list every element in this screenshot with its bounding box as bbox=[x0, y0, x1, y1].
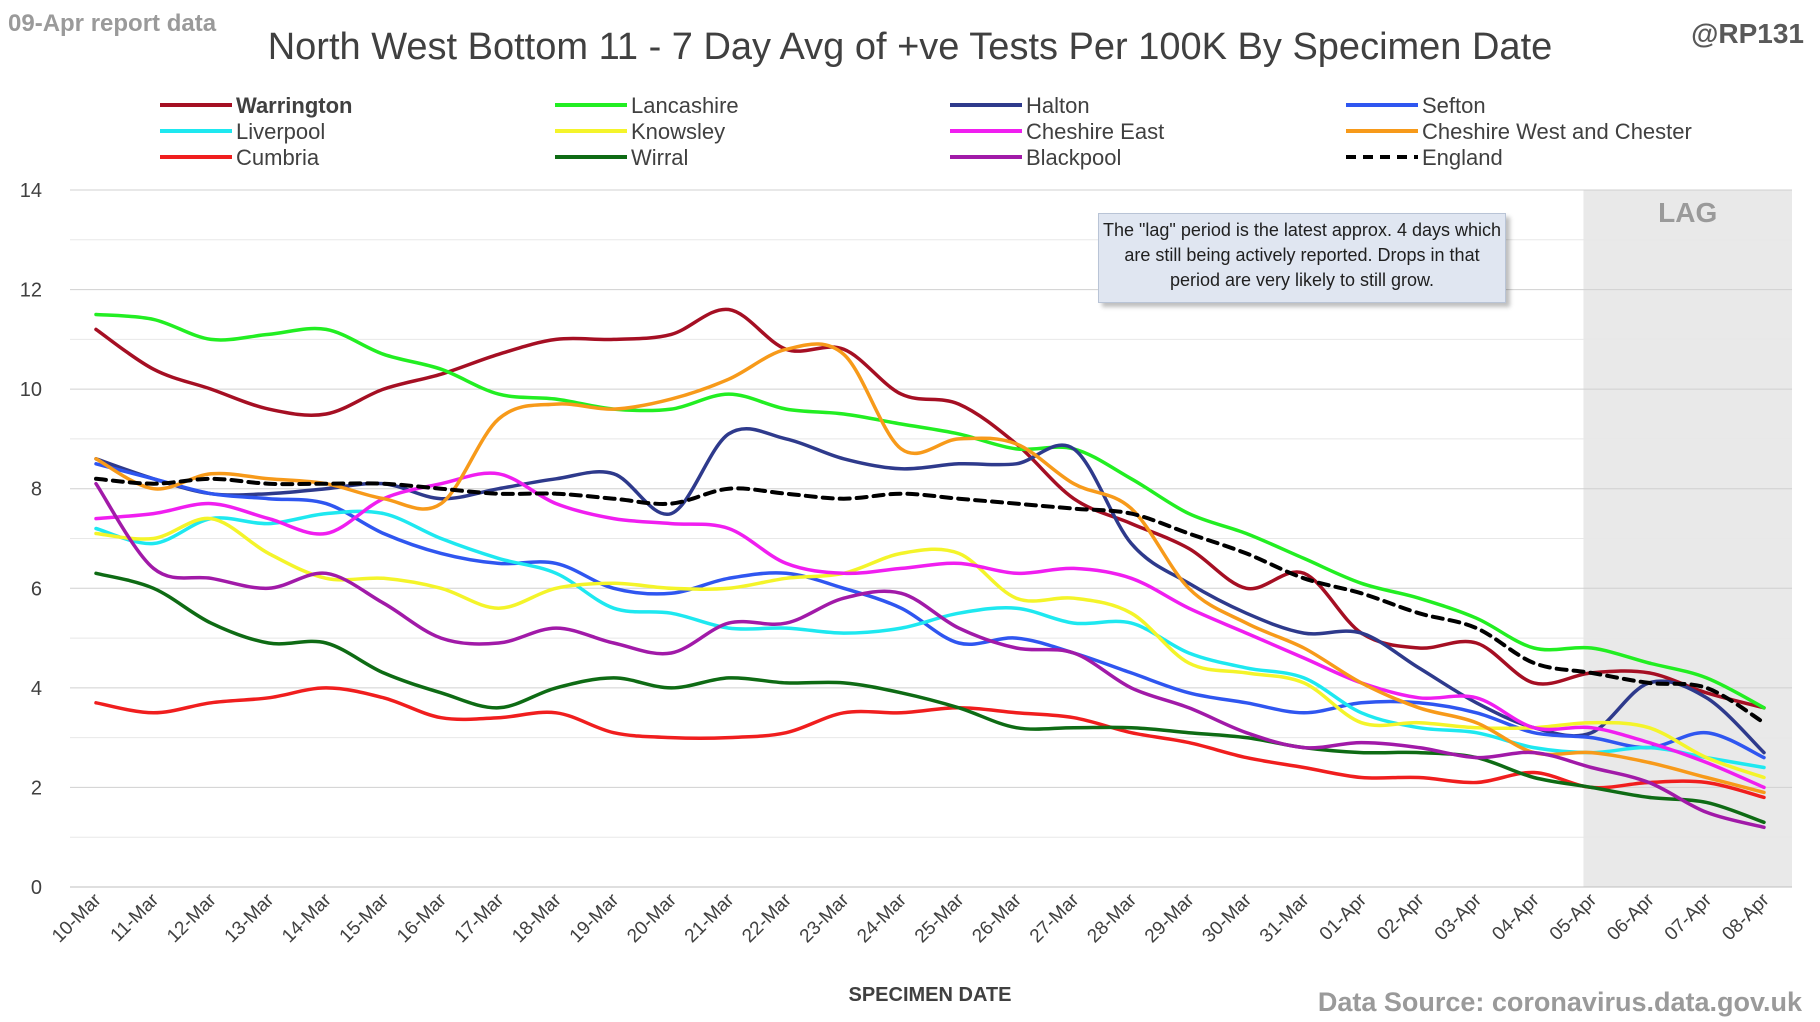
x-axis-ticks: 10-Mar 11-Mar 12-Mar 13-Mar 14-Mar 15-Mar 16-M… bbox=[48, 889, 1774, 947]
y-tick-label: 0 bbox=[31, 877, 42, 899]
y-tick-label: 8 bbox=[31, 479, 42, 501]
x-tick-label: 03-Apr bbox=[1431, 889, 1487, 945]
x-tick-label: 06-Apr bbox=[1603, 889, 1659, 945]
y-tick-label: 12 bbox=[20, 280, 42, 302]
legend-label: Cheshire West and Chester bbox=[1422, 119, 1692, 144]
legend: Warrington Lancashire Halton Sefton Liverpoo… bbox=[160, 93, 1692, 170]
series-line-knowsley bbox=[94, 516, 1766, 780]
lag-note: The "lag" period is the latest approx. 4… bbox=[1098, 213, 1506, 303]
x-tick-label: 30-Mar bbox=[1198, 889, 1256, 947]
x-tick-label: 26-Mar bbox=[968, 889, 1026, 947]
legend-label: Halton bbox=[1026, 93, 1090, 118]
legend-label: Lancashire bbox=[631, 93, 739, 118]
x-tick-label: 12-Mar bbox=[163, 889, 221, 947]
legend-label: Sefton bbox=[1422, 93, 1486, 118]
x-tick-label: 08-Apr bbox=[1718, 889, 1774, 945]
y-tick-label: 6 bbox=[31, 578, 42, 600]
y-tick-label: 2 bbox=[31, 777, 42, 799]
x-tick-label: 15-Mar bbox=[336, 889, 394, 947]
legend-label: England bbox=[1422, 145, 1503, 170]
series-line-blackpool bbox=[94, 481, 1766, 830]
series-line-warrington bbox=[94, 307, 1766, 710]
x-tick-label: 05-Apr bbox=[1546, 889, 1602, 945]
x-tick-label: 27-Mar bbox=[1026, 889, 1084, 947]
legend-label: Liverpool bbox=[236, 119, 325, 144]
legend-label: Cheshire East bbox=[1026, 119, 1164, 144]
series-line-halton bbox=[94, 427, 1766, 755]
series-line-sefton bbox=[94, 462, 1766, 760]
x-tick-label: 14-Mar bbox=[278, 889, 336, 947]
report-date-label: 09-Apr report data bbox=[8, 10, 217, 37]
x-tick-label: 24-Mar bbox=[853, 889, 911, 947]
legend-label: Blackpool bbox=[1026, 145, 1121, 170]
series-line-lancashire bbox=[94, 312, 1766, 710]
x-tick-label: 02-Apr bbox=[1373, 889, 1429, 945]
x-tick-label: 01-Apr bbox=[1316, 889, 1372, 945]
x-tick-label: 17-Mar bbox=[451, 889, 509, 947]
legend-label: Warrington bbox=[236, 93, 353, 118]
x-tick-label: 23-Mar bbox=[796, 889, 854, 947]
legend-label: Knowsley bbox=[631, 119, 725, 144]
x-tick-label: 31-Mar bbox=[1256, 889, 1314, 947]
x-tick-label: 22-Mar bbox=[738, 889, 796, 947]
legend-label: Wirral bbox=[631, 145, 688, 170]
x-tick-label: 29-Mar bbox=[1141, 889, 1199, 947]
legend-label: Cumbria bbox=[236, 145, 320, 170]
x-tick-label: 21-Mar bbox=[681, 889, 739, 947]
data-source: Data Source: coronavirus.data.gov.uk bbox=[1317, 987, 1802, 1017]
series-line-cheshire-east bbox=[94, 471, 1766, 790]
x-tick-label: 28-Mar bbox=[1083, 889, 1141, 947]
x-tick-label: 18-Mar bbox=[508, 889, 566, 947]
lag-label: LAG bbox=[1658, 197, 1717, 228]
y-tick-label: 14 bbox=[20, 180, 42, 202]
y-tick-label: 10 bbox=[20, 379, 42, 401]
x-tick-label: 19-Mar bbox=[566, 889, 624, 947]
x-tick-label: 10-Mar bbox=[48, 889, 106, 947]
series-lines bbox=[94, 307, 1766, 830]
x-tick-label: 07-Apr bbox=[1661, 889, 1717, 945]
x-axis-title: SPECIMEN DATE bbox=[849, 984, 1012, 1006]
x-tick-label: 13-Mar bbox=[221, 889, 279, 947]
x-tick-label: 11-Mar bbox=[107, 889, 164, 946]
author-handle: @RP131 bbox=[1691, 18, 1804, 49]
x-tick-label: 04-Apr bbox=[1488, 889, 1544, 945]
x-tick-label: 16-Mar bbox=[393, 889, 451, 947]
y-tick-label: 4 bbox=[31, 678, 42, 700]
chart-title: North West Bottom 11 - 7 Day Avg of +ve … bbox=[267, 26, 1553, 68]
series-line-cheshire-west-and-chester bbox=[94, 342, 1766, 795]
x-tick-label: 20-Mar bbox=[623, 889, 681, 947]
x-tick-label: 25-Mar bbox=[911, 889, 969, 947]
gridlines bbox=[70, 189, 1792, 888]
series-line-cumbria bbox=[94, 686, 1766, 800]
y-axis-ticks: 0 2 4 6 8 10 12 14 bbox=[20, 180, 42, 899]
series-line-liverpool bbox=[94, 509, 1766, 770]
series-line-england bbox=[94, 476, 1766, 725]
